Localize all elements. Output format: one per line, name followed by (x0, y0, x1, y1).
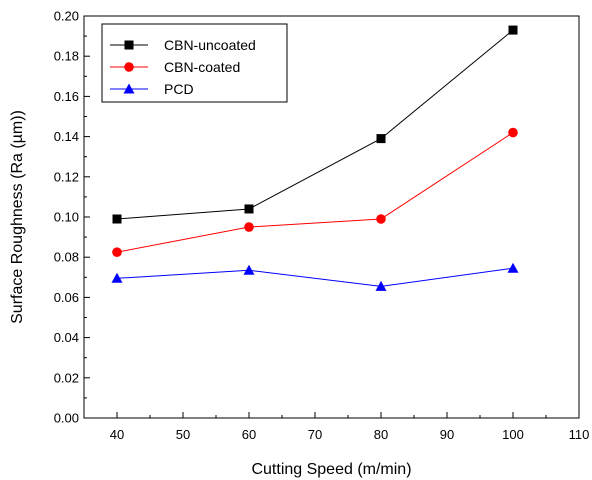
y-tick-label: 0.16 (54, 89, 79, 104)
data-point (375, 280, 387, 291)
series-line (116, 132, 514, 253)
x-tick-label: 60 (242, 427, 256, 442)
legend-marker (124, 40, 134, 50)
y-tick-label: 0.20 (54, 9, 79, 24)
x-axis-ticks: 40 50 60 70 80 90 100 110 (110, 412, 590, 442)
legend-marker (123, 83, 135, 94)
y-tick-label: 0.04 (54, 330, 79, 345)
data-point (244, 204, 254, 214)
series-line (116, 267, 514, 287)
y-tick-label: 0.10 (54, 210, 79, 225)
data-point (112, 247, 122, 257)
legend-label: PCD (164, 81, 194, 97)
x-tick-label: 40 (110, 427, 124, 442)
y-tick-label: 0.14 (54, 129, 79, 144)
y-axis-ticks: 0.00 0.02 0.04 0.06 0.08 0.10 0.12 0.14 0.16 0.18… (54, 9, 90, 426)
series-pcd (111, 262, 519, 291)
y-tick-label: 0.12 (54, 169, 79, 184)
legend-marker (124, 62, 134, 72)
x-axis-title: Cutting Speed (m/min) (251, 461, 411, 478)
series-line (116, 29, 514, 220)
x-tick-label: 80 (374, 427, 388, 442)
legend-label: CBN-coated (164, 59, 240, 75)
legend-label: CBN-uncoated (164, 37, 256, 53)
data-point (507, 262, 519, 273)
data-point (508, 127, 518, 138)
y-tick-label: 0.06 (54, 290, 79, 305)
data-point (508, 25, 518, 35)
data-point (243, 264, 255, 275)
data-point (112, 214, 122, 224)
data-point (376, 134, 386, 144)
y-tick-label: 0.08 (54, 250, 79, 265)
x-tick-label: 100 (502, 427, 524, 442)
series-layer (111, 25, 519, 291)
x-tick-label: 70 (308, 427, 322, 442)
y-tick-label: 0.18 (54, 49, 79, 64)
x-tick-label: 90 (440, 427, 454, 442)
x-tick-label: 50 (176, 427, 190, 442)
series-cbn-coated (112, 127, 518, 257)
x-tick-label: 110 (569, 427, 590, 442)
y-tick-label: 0.00 (54, 411, 79, 426)
y-axis-title: Surface Roughness (Ra (µm)) (9, 110, 26, 324)
y-tick-label: 0.02 (54, 370, 79, 385)
legend: CBN-uncoated CBN-coated PCD (101, 23, 288, 103)
series-cbn-uncoated (112, 25, 518, 224)
data-point (376, 214, 386, 224)
data-point (244, 222, 254, 232)
data-point (111, 272, 123, 283)
